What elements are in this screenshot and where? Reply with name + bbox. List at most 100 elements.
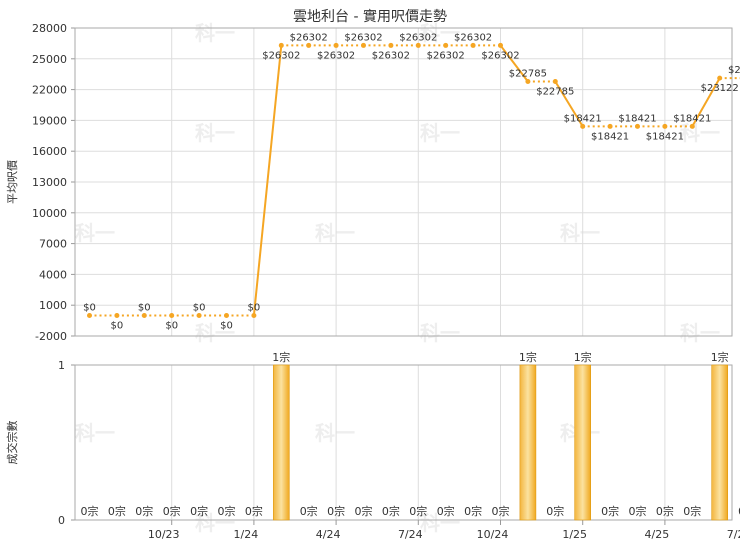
volume-bar-label: 0宗 <box>437 504 455 518</box>
price-point <box>498 43 503 48</box>
volume-bar-label: 1宗 <box>574 350 592 364</box>
price-label: $0 <box>165 320 178 331</box>
axis-layer: 2800025000220001900016000130001000070004… <box>5 22 740 541</box>
price-point <box>580 124 585 129</box>
y-tick-label: 4000 <box>39 268 67 281</box>
price-point <box>142 313 147 318</box>
price-label: $18421 <box>618 113 656 124</box>
y-tick-label: 22000 <box>32 84 67 97</box>
y-tick-label: 16000 <box>32 145 67 158</box>
price-point <box>635 124 640 129</box>
price-point <box>662 124 667 129</box>
grid-layer <box>75 28 740 520</box>
x-tick-label: 10/24 <box>477 528 509 541</box>
price-point <box>251 313 256 318</box>
price-label: $26302 <box>262 50 300 61</box>
volume-bar <box>712 365 728 520</box>
volume-bar-label: 0宗 <box>409 504 427 518</box>
price-label: $18421 <box>591 131 629 142</box>
price-point <box>279 43 284 48</box>
x-tick-label: 7/24 <box>398 528 423 541</box>
price-point <box>471 43 476 48</box>
y-tick-label: -2000 <box>35 330 67 343</box>
price-point <box>224 313 229 318</box>
x-tick-label: 1/24 <box>234 528 259 541</box>
price-label: $26302 <box>427 50 465 61</box>
volume-bar-label: 0宗 <box>245 504 263 518</box>
volume-bar-label: 0宗 <box>601 504 619 518</box>
chart-title: 雲地利台 - 實用呎價走勢 <box>0 6 740 26</box>
price-label: $0 <box>138 302 151 313</box>
volume-bar-label: 0宗 <box>464 504 482 518</box>
price-point <box>169 313 174 318</box>
watermark-text: 科一 <box>560 221 600 245</box>
volume-bar-label: 1宗 <box>272 350 290 364</box>
volume-bar-label: 0宗 <box>81 504 99 518</box>
price-point <box>197 313 202 318</box>
watermark-text: 科一 <box>680 321 720 345</box>
volume-bar <box>520 365 536 520</box>
price-point <box>388 43 393 48</box>
price-label: $26302 <box>399 32 437 43</box>
price-label: $0 <box>193 302 206 313</box>
y-tick-label: 1000 <box>39 299 67 312</box>
x-tick-label: 4/24 <box>316 528 341 541</box>
data-label-layer: 0宗 0宗 0宗 0宗 0宗 0宗 0宗 1宗 0宗 0宗 0宗 0宗 0宗 0宗 0宗 0宗 1宗 0宗 1宗 0宗… <box>81 32 740 518</box>
price-point <box>443 43 448 48</box>
plot-frame-volume <box>75 365 732 520</box>
price-label: $26302 <box>454 32 492 43</box>
price-label: $0 <box>111 320 124 331</box>
volume-bar-label: 0宗 <box>190 504 208 518</box>
price-label: $18421 <box>564 113 602 124</box>
price-label: $22785 <box>536 87 574 98</box>
volume-bar-label: 0宗 <box>546 504 564 518</box>
price-label: $26302 <box>344 32 382 43</box>
volume-bar-label: 0宗 <box>218 504 236 518</box>
volume-bar-label: 0宗 <box>135 504 153 518</box>
price-label: $18421 <box>673 113 711 124</box>
watermark-text: 科一 <box>680 121 720 145</box>
watermark-text: 科一 <box>75 421 115 445</box>
price-label: $23122 <box>701 83 739 94</box>
volume-bar <box>575 365 591 520</box>
watermark-text: 科一 <box>420 121 460 145</box>
price-point <box>361 43 366 48</box>
watermark-text: 科一 <box>315 421 355 445</box>
watermark-text: 科一 <box>75 221 115 245</box>
price-label: $18421 <box>646 131 684 142</box>
price-label: $26302 <box>372 50 410 61</box>
price-label: $23122 <box>728 65 740 76</box>
volume-bar-label: 0宗 <box>300 504 318 518</box>
watermark-text: 科一 <box>420 321 460 345</box>
y-axis-title-price: 平均呎價 <box>5 160 19 204</box>
y-tick-label: 10000 <box>32 207 67 220</box>
y-tick-label: 19000 <box>32 114 67 127</box>
volume-bar-label: 0宗 <box>108 504 126 518</box>
volume-bar-label: 1宗 <box>519 350 537 364</box>
x-tick-label: 1/25 <box>562 528 587 541</box>
price-label: $22785 <box>509 69 547 80</box>
price-point <box>717 76 722 81</box>
price-point <box>525 79 530 84</box>
x-tick-label: 7/25 <box>727 528 740 541</box>
price-point <box>690 124 695 129</box>
volume-bar-label: 0宗 <box>355 504 373 518</box>
price-line-segment <box>254 45 281 315</box>
volume-bar-label: 0宗 <box>382 504 400 518</box>
price-point <box>334 43 339 48</box>
price-point <box>114 313 119 318</box>
y-tick-label: 13000 <box>32 176 67 189</box>
price-label: $26302 <box>290 32 328 43</box>
y-tick-label: 25000 <box>32 53 67 66</box>
volume-bar-label: 1宗 <box>711 350 729 364</box>
volume-bar-label: 0宗 <box>327 504 345 518</box>
y-tick-label: 7000 <box>39 238 67 251</box>
y-tick-label: 1 <box>58 359 65 372</box>
volume-bar-label: 0宗 <box>492 504 510 518</box>
price-label: $26302 <box>481 50 519 61</box>
volume-bar-label: 0宗 <box>163 504 181 518</box>
volume-bar-label: 0宗 <box>629 504 647 518</box>
price-point <box>553 79 558 84</box>
price-label: $0 <box>220 320 233 331</box>
